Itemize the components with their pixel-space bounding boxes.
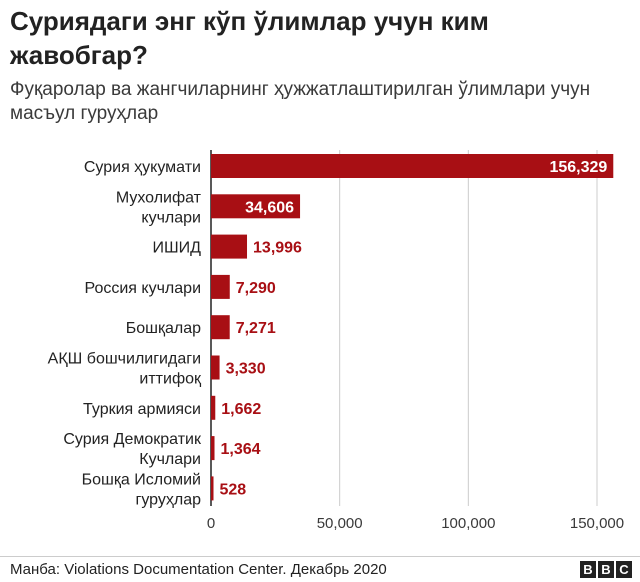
category-label: Россия кучлари [85,280,202,297]
category-label: Сурия Демократик Кучлари [63,431,202,468]
category-label-line: Кучлари [139,451,201,468]
category-label-line: Бошқалар [126,320,201,337]
x-tick-label: 50,000 [317,515,363,532]
data-label: 7,290 [236,280,276,297]
data-label: 528 [220,481,247,498]
category-label: Туркия армияси [83,401,201,418]
category-label-line: Туркия армияси [83,401,201,418]
category-label-line: АҚШ бошчилигидаги [48,351,201,368]
category-label-line: Мухолифат [116,189,202,206]
category-label-line: кучлари [141,209,201,226]
value-labels: 156,329 34,606 13,996 7,290 7,271 3,330 1,662 1… [220,159,608,498]
data-label: 3,330 [226,361,266,378]
category-label-line: Бошқа Исломий [82,471,201,488]
bar [211,395,216,420]
x-tick-label: 100,000 [441,515,495,532]
bar [211,476,214,501]
x-tick-label: 150,000 [570,515,624,532]
source-note: Манба: Violations Documentation Center. … [10,561,387,578]
category-label: Сурия ҳукумати [84,159,201,176]
chart-title: Суриядаги энг кўп ўлимлар учун ким жавоб… [10,6,489,70]
x-tick-label: 0 [207,515,215,532]
bbc-logo-letter: B [580,561,596,578]
bar [211,194,301,219]
category-label: ИШИД [153,240,202,257]
category-label: Бошқалар [126,320,201,337]
data-label: 13,996 [253,240,302,257]
category-label-line: Сурия Демократик [63,431,202,448]
bar [211,274,230,299]
category-label-line: ИШИД [153,240,202,257]
bbc-logo: B B C [580,561,632,578]
bbc-logo-letter: C [616,561,632,578]
bar [211,355,220,380]
bbc-logo-letter: B [598,561,614,578]
category-label-line: Россия кучлари [85,280,202,297]
category-label-line: гуруҳлар [135,491,201,508]
category-label: Мухолифат кучлари [116,189,202,226]
bar [211,315,230,340]
bar [211,154,614,178]
data-label: 7,271 [236,320,276,337]
category-label-line: иттифоқ [139,371,202,388]
category-label-line: Сурия ҳукумати [84,159,201,176]
category-labels: Сурия ҳукумати Мухолифат кучлари ИШИД Россия… [48,159,202,508]
data-label: 156,329 [549,159,607,176]
data-label: 1,662 [221,401,261,418]
footer-divider [0,556,640,557]
bars [211,154,614,501]
data-label: 34,606 [245,199,294,216]
x-axis-ticks: 0 50,000 100,000 150,000 [207,515,624,532]
bar [211,436,215,461]
category-label: Бошқа Исломий гуруҳлар [82,471,201,508]
bar-chart: 156,329 34,606 13,996 7,290 7,271 3,330 1,662 1… [48,150,624,532]
chart-subtitle: Фуқаролар ва жангчиларнинг ҳужжатлаштири… [10,79,591,124]
category-label: АҚШ бошчилигидаги иттифоқ [48,351,202,388]
bar [211,234,248,259]
data-label: 1,364 [221,441,261,458]
